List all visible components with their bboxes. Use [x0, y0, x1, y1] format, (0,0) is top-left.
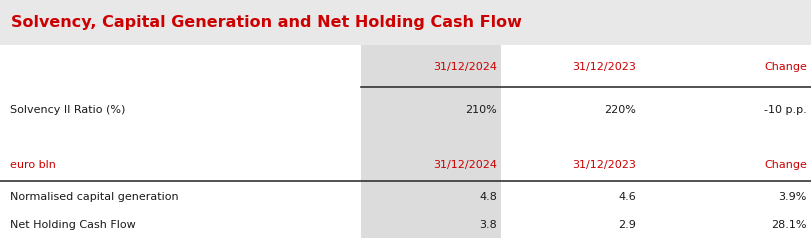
Text: 28.1%: 28.1%	[771, 220, 807, 230]
Text: 31/12/2023: 31/12/2023	[572, 160, 636, 170]
Text: 31/12/2024: 31/12/2024	[433, 160, 497, 170]
Text: 31/12/2023: 31/12/2023	[572, 62, 636, 72]
Text: 4.6: 4.6	[618, 192, 636, 202]
Text: 4.8: 4.8	[479, 192, 497, 202]
Text: Solvency, Capital Generation and Net Holding Cash Flow: Solvency, Capital Generation and Net Hol…	[11, 15, 521, 30]
Text: 3.8: 3.8	[479, 220, 497, 230]
Text: 220%: 220%	[604, 105, 636, 115]
Text: euro bln: euro bln	[10, 160, 56, 170]
Text: 2.9: 2.9	[618, 220, 636, 230]
Text: Net Holding Cash Flow: Net Holding Cash Flow	[10, 220, 135, 230]
Text: -10 p.p.: -10 p.p.	[764, 105, 807, 115]
Text: 3.9%: 3.9%	[779, 192, 807, 202]
Text: Solvency II Ratio (%): Solvency II Ratio (%)	[10, 105, 125, 115]
Text: Change: Change	[764, 160, 807, 170]
Text: 31/12/2024: 31/12/2024	[433, 62, 497, 72]
Text: Normalised capital generation: Normalised capital generation	[10, 192, 178, 202]
Text: 210%: 210%	[466, 105, 497, 115]
Text: Change: Change	[764, 62, 807, 72]
